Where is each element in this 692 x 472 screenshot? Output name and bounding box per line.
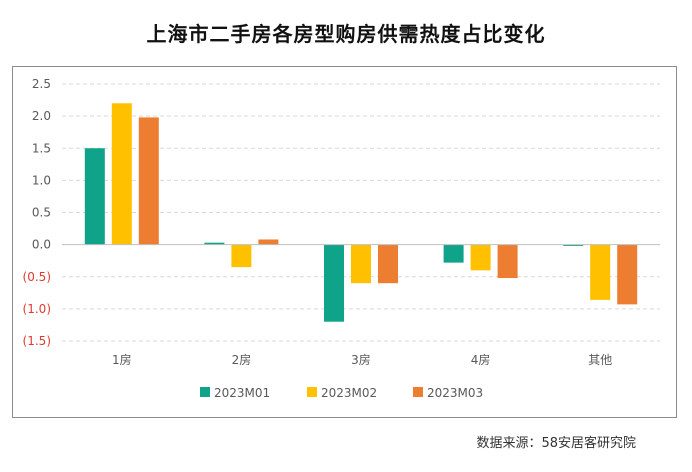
- x-tick-label: 1房: [112, 352, 132, 367]
- legend-swatch: [307, 387, 317, 397]
- bar: [378, 244, 398, 284]
- x-tick-label: 其他: [588, 353, 612, 367]
- y-tick-label: 0.5: [32, 206, 51, 220]
- legend-swatch: [413, 387, 423, 397]
- y-tick-label: 2.0: [32, 109, 51, 123]
- chart-frame: [12, 66, 677, 418]
- bar: [111, 103, 132, 245]
- legend-label: 2023M01: [214, 386, 270, 400]
- bar: [590, 244, 611, 300]
- bar: [443, 244, 464, 263]
- legend-label: 2023M02: [321, 386, 377, 400]
- bar: [617, 244, 638, 305]
- bar: [351, 244, 371, 284]
- x-tick-label: 3房: [351, 352, 371, 367]
- y-tick-label: (1.5): [23, 334, 51, 348]
- bar: [138, 117, 159, 245]
- y-tick-label: 0.0: [32, 238, 51, 252]
- bar: [470, 244, 491, 271]
- bar: [204, 242, 225, 245]
- y-tick-label: 2.5: [32, 77, 51, 91]
- bar: [258, 239, 279, 245]
- y-tick-label: 1.0: [32, 173, 51, 187]
- bar: [84, 148, 105, 245]
- bars: [84, 103, 638, 322]
- y-tick-label: (1.0): [23, 302, 51, 316]
- chart-title: 上海市二手房各房型购房供需热度占比变化: [146, 22, 546, 46]
- y-tick-label: (0.5): [23, 270, 51, 284]
- source-note: 数据来源：58安居客研究院: [476, 436, 636, 451]
- gridlines: [62, 83, 660, 342]
- y-axis: 2.5 2.0 1.5 1.0 0.5 0.0 (0.5) (1.0) (1.5): [23, 77, 51, 348]
- legend-swatch: [200, 387, 210, 397]
- legend: 2023M01 2023M02 2023M03: [200, 386, 483, 400]
- x-axis: 1房 2房 3房 4房 其他: [62, 244, 660, 367]
- bar: [324, 244, 344, 322]
- x-tick-label: 4房: [471, 352, 491, 367]
- bar: [563, 244, 584, 246]
- bar: [231, 244, 252, 268]
- legend-label: 2023M03: [427, 386, 483, 400]
- x-tick-label: 2房: [232, 352, 252, 367]
- y-tick-label: 1.5: [32, 141, 51, 155]
- bar: [497, 244, 518, 279]
